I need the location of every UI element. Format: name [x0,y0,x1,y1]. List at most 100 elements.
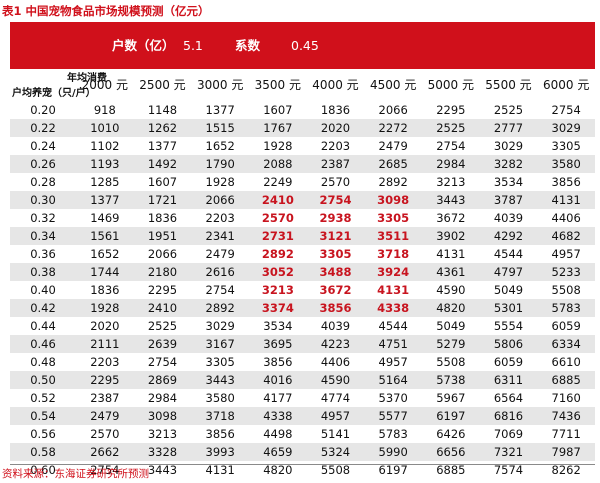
row-label: 0.44 [30,319,56,333]
table-cell: 2111 [90,337,120,351]
table-cell: 2066 [205,193,235,207]
table-row: 0.32 1469 1836 2203 2570 2938 3305 3672 4039 4406 [10,209,595,227]
table-cell: 4039 [320,319,351,333]
table-cell: 5301 [493,301,524,315]
table-cell: 3305 [205,355,235,369]
table-cell: 2203 [205,211,235,225]
table-cell: 5738 [436,373,466,387]
table-cell: 4292 [493,229,524,243]
table-cell: 6610 [551,355,581,369]
table-cell: 3029 [493,139,524,153]
column-header: 6000 元 [542,78,590,92]
table-cell: 5554 [493,319,524,333]
highlighted-cell: 3672 [319,283,352,297]
table-cell: 7436 [551,409,581,423]
table-cell: 7321 [493,445,524,459]
table-cell: 3443 [205,373,235,387]
table-cell: 5279 [436,337,466,351]
row-label: 0.22 [30,121,56,135]
table-cell: 4016 [263,373,293,387]
table-cell: 4590 [320,373,351,387]
row-label: 0.36 [30,247,56,261]
table-row: 0.46 2111 2639 3167 3695 4223 4751 5279 5806 6334 [10,335,595,353]
table-cell: 1469 [90,211,120,225]
table-cell: 2869 [147,373,178,387]
households-value: 5.1 [183,38,203,53]
table-cell: 1010 [90,121,120,135]
row-label: 0.28 [30,175,56,189]
table-cell: 3167 [205,337,235,351]
table-cell: 2479 [90,409,120,423]
table-body: 0.20 918 1148 1377 1607 1836 2066 2295 2525 2754 0… [10,101,595,479]
table-cell: 2570 [320,175,351,189]
table-cell: 2387 [90,391,120,405]
highlighted-cell: 2754 [319,193,352,207]
table-cell: 4406 [320,355,351,369]
table-cell: 2479 [378,139,408,153]
table-cell: 7711 [551,427,581,441]
table-cell: 1836 [320,103,351,117]
table-cell: 1561 [90,229,120,243]
table-row: 0.30 1377 1721 2066 2410 2754 3098 3443 3787 4131 [10,191,595,209]
table-cell: 4820 [263,463,293,477]
table-cell: 3856 [205,427,235,441]
table-cell: 1515 [205,121,235,135]
table-row: 0.48 2203 2754 3305 3856 4406 4957 5508 6059 6610 [10,353,595,371]
column-header: 5000 元 [427,78,474,92]
coefficient-value: 0.45 [291,38,319,53]
table-cell: 4338 [263,409,293,423]
table-cell: 1607 [147,175,178,189]
table-cell: 4177 [263,391,293,405]
table-cell: 2249 [263,175,293,189]
table-cell: 2662 [90,445,120,459]
table-row: 0.60 2754 3443 4131 4820 5508 6197 6885 7574 8262 [10,461,595,479]
table-cell: 6334 [551,337,581,351]
highlighted-cell: 3488 [319,265,352,279]
table-cell: 1790 [205,157,235,171]
table-cell: 1721 [147,193,178,207]
table-cell: 4498 [263,427,293,441]
table-row: 0.52 2387 2984 3580 4177 4774 5370 5967 6564 7160 [10,389,595,407]
table-cell: 2892 [205,301,235,315]
table-cell: 5783 [378,427,408,441]
row-label: 0.54 [30,409,56,423]
table-cell: 5967 [436,391,466,405]
table-row: 0.28 1285 1607 1928 2249 2570 2892 3213 3534 3856 [10,173,595,191]
table-header: 年均消费 户均养宠（只/户） 2000 元 2500 元 3000 元 3500 元 4… [10,70,595,101]
table-cell: 4797 [493,265,524,279]
table-cell: 4406 [551,211,581,225]
table-cell: 4957 [320,409,351,423]
table-cell: 1492 [147,157,178,171]
table-cell: 1652 [205,139,235,153]
table-cell: 1928 [263,139,293,153]
table-cell: 2203 [320,139,351,153]
table-cell: 5049 [436,319,466,333]
column-header: 4500 元 [369,78,417,92]
table-cell: 2180 [147,265,178,279]
row-label: 0.26 [30,157,56,171]
highlighted-cell: 3305 [319,247,352,261]
row-label: 0.56 [30,427,56,441]
table-cell: 4544 [493,247,524,261]
table-title: 表1 中国宠物食品市场规模预测（亿元） [2,4,210,18]
table-cell: 3856 [551,175,581,189]
table-cell: 7069 [493,427,524,441]
table-cell: 4223 [320,337,351,351]
row-label: 0.42 [30,301,56,315]
table-cell: 1836 [147,211,178,225]
table-cell: 2066 [378,103,408,117]
row-label: 0.34 [30,229,56,243]
table-cell: 5508 [551,283,581,297]
table-cell: 1102 [90,139,120,153]
header-pets-per-household-label: 户均养宠（只/户） [12,88,96,99]
table-cell: 2754 [205,283,235,297]
table-cell: 3328 [147,445,178,459]
highlighted-cell: 2938 [319,211,352,225]
table-row: 0.58 2662 3328 3993 4659 5324 5990 6656 7321 7987 [10,443,595,461]
table-cell: 6885 [551,373,581,387]
column-header: 3000 元 [196,78,244,92]
table-cell: 4131 [436,247,466,261]
table-cell: 2020 [320,121,351,135]
table-cell: 5990 [378,445,408,459]
